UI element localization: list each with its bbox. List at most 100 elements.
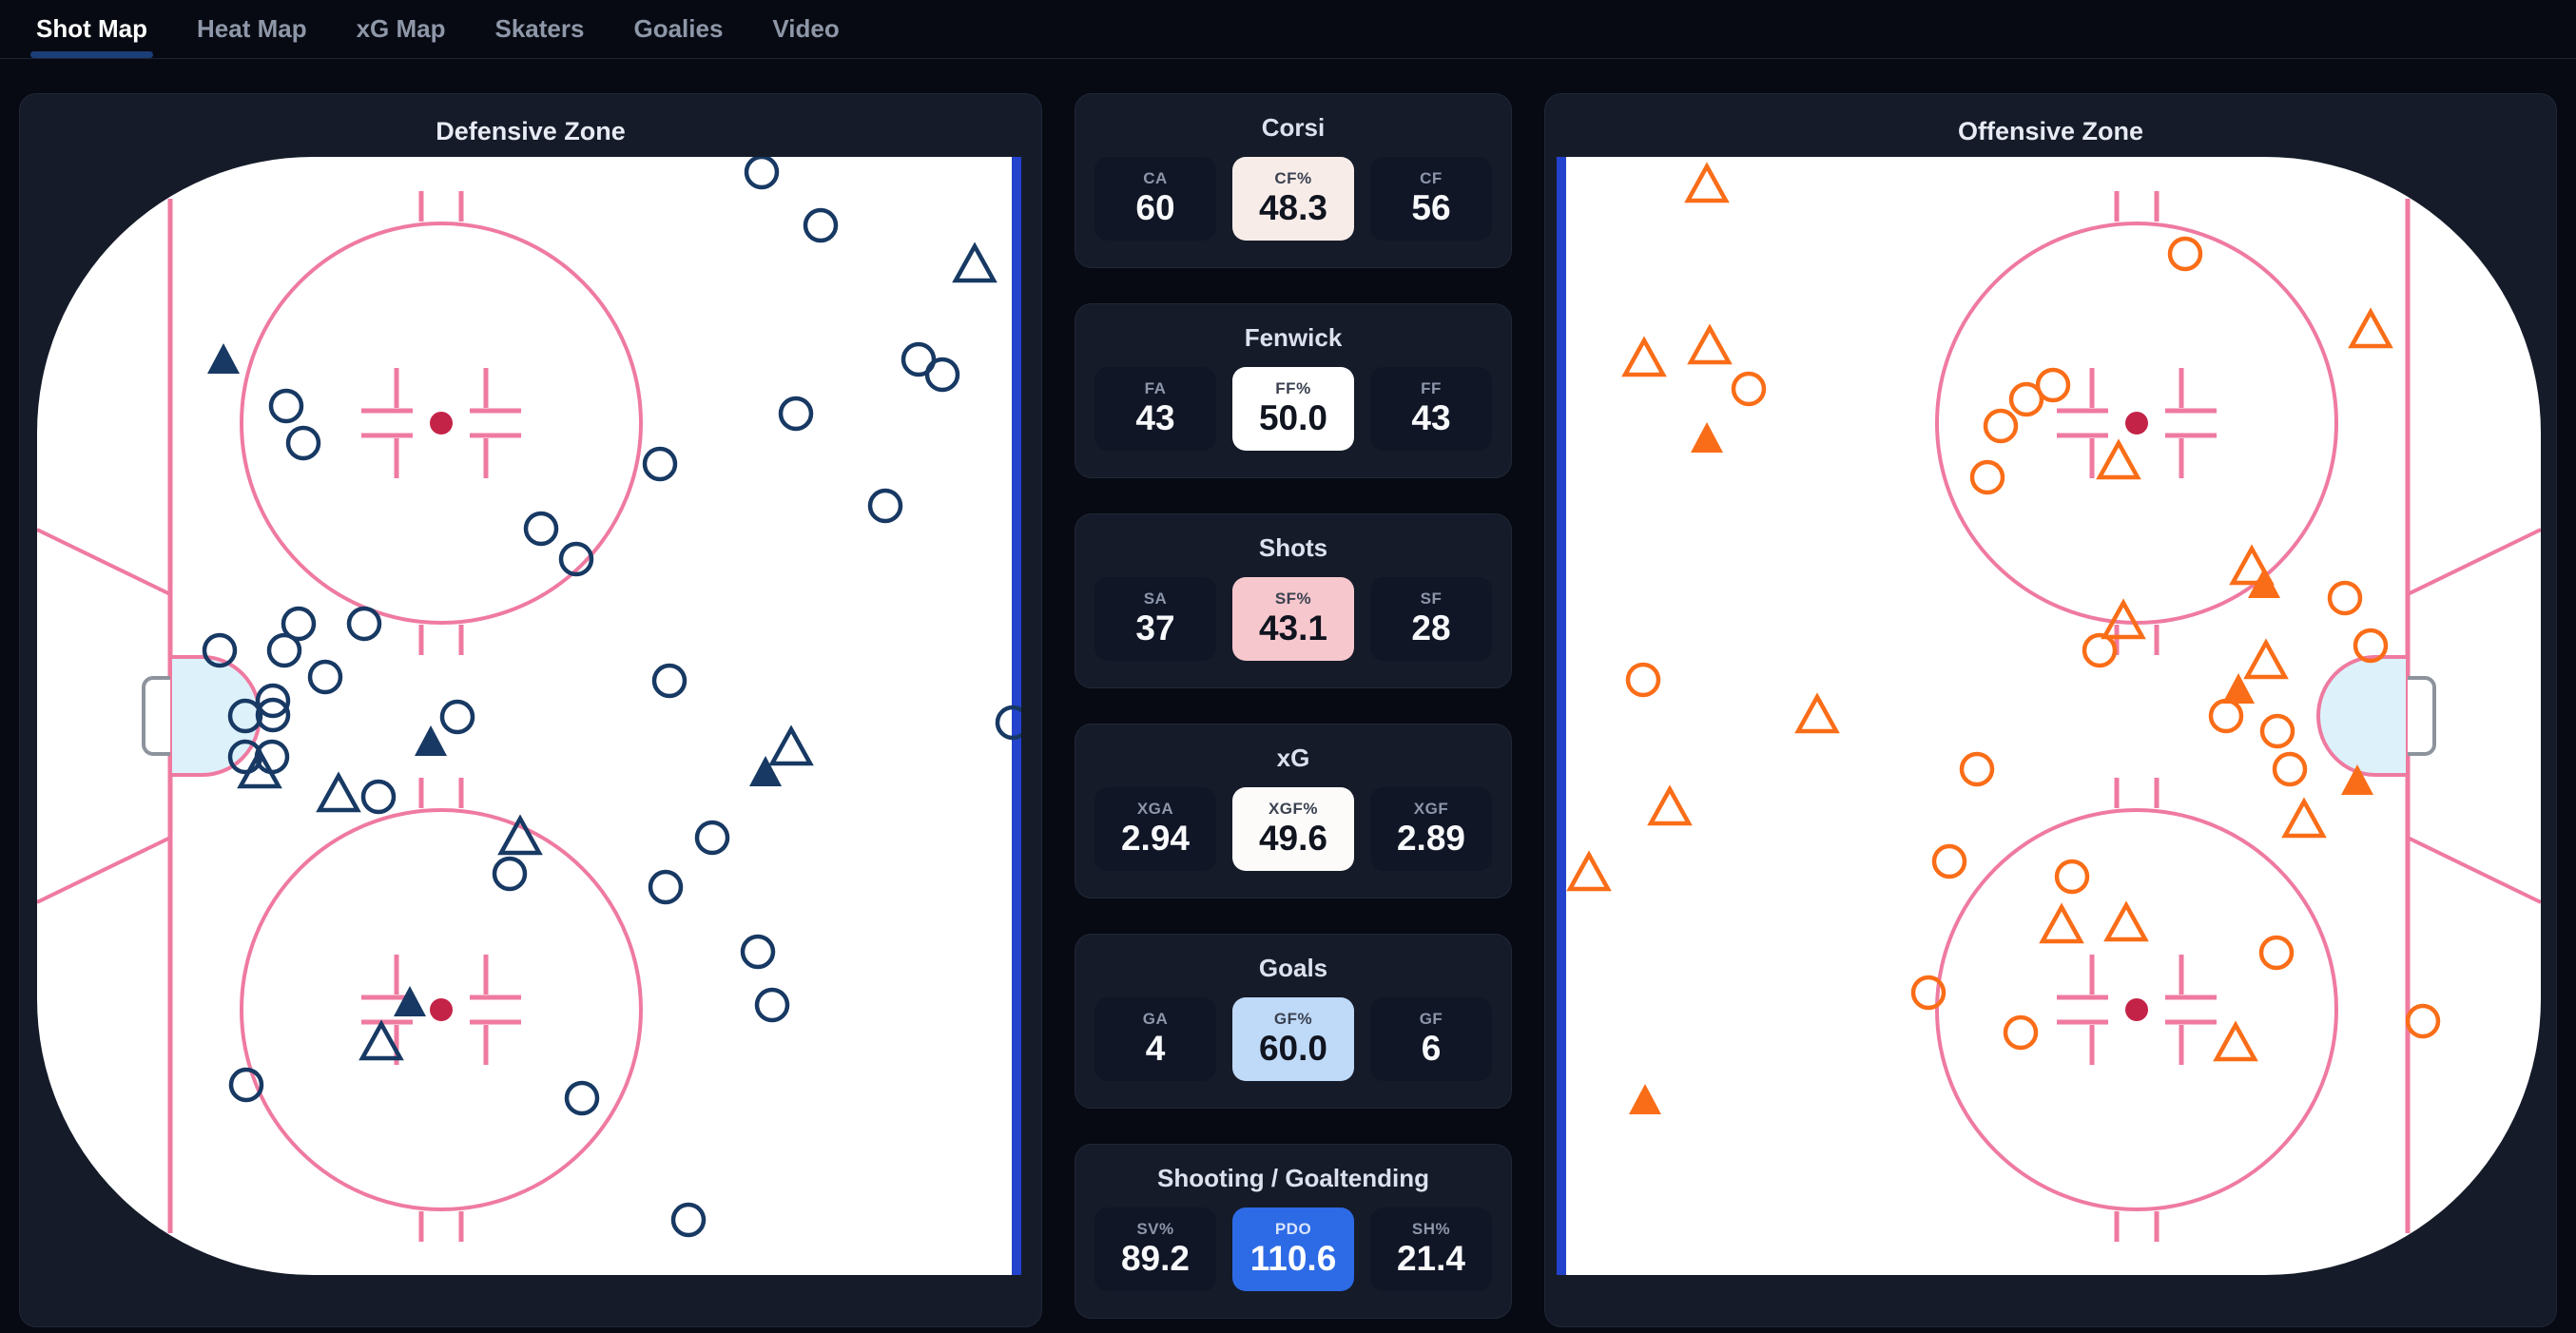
faceoff-dot [2125, 412, 2148, 435]
shot-on-goal-marker [285, 425, 321, 461]
shot-on-goal-marker [1731, 371, 1767, 407]
shot-on-goal-marker [227, 698, 263, 734]
stat-card-shots: Shots SA 37 SF% 43.1 SF 28 [1075, 513, 1512, 688]
shot-on-goal-marker [924, 357, 960, 393]
tab-skaters[interactable]: Skaters [494, 14, 585, 43]
stat-label: SF [1420, 589, 1443, 608]
stat-card-title: Corsi [1261, 113, 1326, 142]
stat-card-title: xG [1276, 744, 1310, 772]
shot-on-goal-marker [558, 541, 594, 577]
stat-box-gf: GF 6 [1370, 997, 1492, 1081]
shot-on-goal-marker [648, 869, 684, 905]
shot-on-goal-marker [2353, 628, 2389, 664]
stat-value: 21.4 [1396, 1238, 1465, 1278]
stat-box-fa: FA 43 [1094, 367, 1216, 451]
stat-label: CF% [1274, 168, 1312, 187]
shot-on-goal-marker [307, 659, 343, 695]
stat-label: FF [1421, 378, 1442, 397]
stat-box-pdo: PDO 110.6 [1232, 1207, 1354, 1291]
shot-on-goal-marker [901, 341, 937, 377]
stat-box-ff: FF 43 [1370, 367, 1492, 451]
stat-box-xgf: XGF% 49.6 [1232, 787, 1354, 871]
stat-label: SH% [1411, 1219, 1451, 1238]
stat-value: 2.89 [1396, 818, 1465, 858]
stat-box-xgf: XGF 2.89 [1370, 787, 1492, 871]
stat-box-sf: SF 28 [1370, 577, 1492, 661]
defensive-zone-rink [37, 157, 1021, 1275]
rink-art [1557, 157, 2541, 1275]
tab-video[interactable]: Video [772, 14, 840, 43]
shot-on-goal-marker [255, 683, 291, 719]
shot-on-goal-marker [202, 632, 238, 668]
stat-card-shooting-goaltending: Shooting / Goaltending SV% 89.2 PDO 110.6 SH%… [1075, 1144, 1512, 1319]
shot-markers [1566, 162, 2441, 1114]
goal-marker [2248, 568, 2280, 598]
shot-on-goal-marker [1969, 459, 2005, 495]
shot-on-goal-marker [1625, 662, 1661, 698]
tab-heat-map[interactable]: Heat Map [197, 14, 307, 43]
stat-label: SV% [1136, 1219, 1174, 1238]
top-navigation: Shot Map Heat Map xG Map Skaters Goalies Vide… [0, 0, 2576, 59]
stat-label: GF [1419, 1009, 1443, 1028]
stat-card-fenwick: Fenwick FA 43 FF% 50.0 FF 43 [1075, 303, 1512, 478]
shot-on-goal-marker [2003, 1014, 2039, 1051]
shot-on-goal-marker [1959, 751, 1995, 787]
stat-value: 2.94 [1120, 818, 1190, 858]
stat-card-title: Goals [1258, 954, 1328, 982]
stat-box-ga: GA 4 [1094, 997, 1216, 1081]
shot-on-goal-marker [2082, 632, 2118, 668]
stat-box-cf: CF% 48.3 [1232, 157, 1354, 241]
shot-on-goal-marker [255, 697, 291, 733]
goal-frame [2408, 676, 2436, 756]
shot-on-goal-marker [744, 157, 780, 190]
stat-value: 60.0 [1258, 1028, 1327, 1068]
shot-on-goal-marker [867, 488, 903, 524]
stat-box-xga: XGA 2.94 [1094, 787, 1216, 871]
stat-value: 110.6 [1249, 1238, 1337, 1278]
shot-markers [202, 157, 1021, 1238]
shot-on-goal-marker [281, 606, 317, 642]
stat-card-title: Shooting / Goaltending [1157, 1164, 1429, 1192]
stat-value: 49.6 [1258, 818, 1327, 858]
tab-goalies[interactable]: Goalies [633, 14, 724, 43]
stat-label: SF% [1274, 589, 1312, 608]
goal-marker [207, 343, 240, 374]
shot-on-goal-marker [266, 632, 302, 668]
faceoff-dot [2125, 998, 2148, 1021]
stat-value: 89.2 [1120, 1238, 1190, 1278]
stat-label: PDO [1274, 1219, 1312, 1238]
missed-shot-marker [497, 814, 543, 856]
missed-shot-marker [2281, 797, 2327, 839]
shot-on-goal-marker [642, 446, 678, 482]
stat-card-goals: Goals GA 4 GF% 60.0 GF 6 [1075, 934, 1512, 1109]
stat-value: 50.0 [1258, 397, 1327, 437]
shot-on-goal-marker [803, 207, 839, 243]
tab-xg-map[interactable]: xG Map [356, 14, 446, 43]
shot-on-goal-marker [2258, 935, 2295, 971]
offensive-zone-title: Offensive Zone [1957, 117, 2144, 145]
stat-box-ff: FF% 50.0 [1232, 367, 1354, 451]
faceoff-circle [240, 808, 643, 1211]
stats-column: Corsi CA 60 CF% 48.3 CF 56 Fenwick FA 43 FF% 50.0 FF… [1075, 93, 1512, 1333]
stat-box-cf: CF 56 [1370, 157, 1492, 241]
stat-label: FF% [1275, 378, 1311, 397]
missed-shot-marker [2243, 638, 2289, 680]
stat-value: 28 [1411, 608, 1451, 647]
missed-shot-marker [1684, 162, 1730, 203]
shot-on-goal-marker [995, 705, 1021, 741]
goal-marker [2341, 764, 2373, 795]
defensive-zone-panel: Defensive Zone [19, 93, 1042, 1327]
stat-label: XGF% [1268, 799, 1319, 818]
missed-shot-marker [2039, 902, 2084, 944]
faceoff-dot [430, 998, 453, 1021]
stat-value: 60 [1135, 187, 1175, 227]
goal-marker [1629, 1084, 1661, 1114]
tab-shot-map[interactable]: Shot Map [30, 0, 153, 58]
blue-line [1557, 157, 1566, 1275]
missed-shot-marker [2348, 307, 2393, 349]
shot-on-goal-marker [1983, 408, 2019, 444]
shot-on-goal-marker [2259, 713, 2295, 749]
defensive-zone-title: Defensive Zone [436, 117, 626, 145]
missed-shot-marker [2096, 438, 2141, 480]
